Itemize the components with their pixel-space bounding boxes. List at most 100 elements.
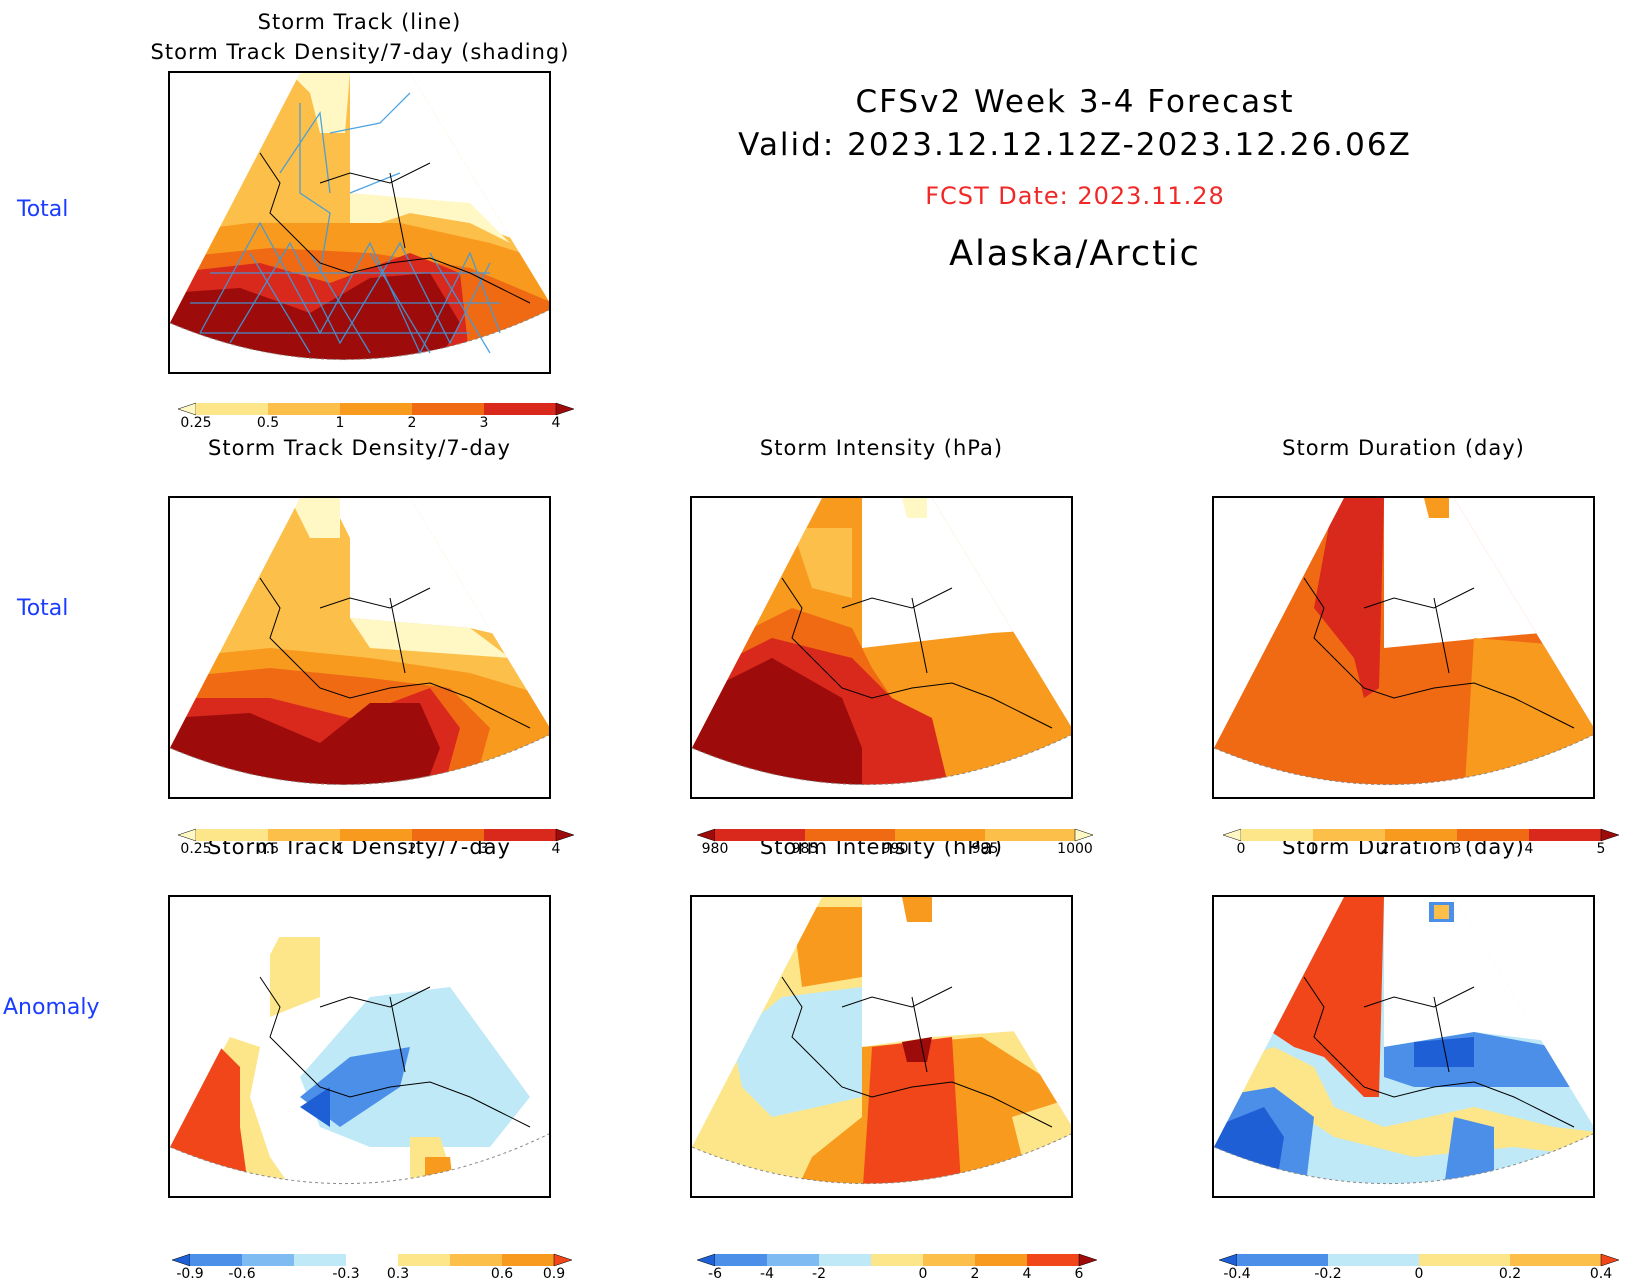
colorbar-high-end <box>555 828 575 842</box>
colorbar-swatch <box>805 829 896 841</box>
colorbar-low-end <box>1222 828 1242 842</box>
colorbar-density-total: 0.25 0.5 1 2 3 4 <box>177 828 575 859</box>
colorbar-swatch <box>242 1254 295 1266</box>
colorbar-tick-label: -0.4 <box>1223 1266 1251 1282</box>
colorbar-swatches <box>1222 828 1620 842</box>
row-label-top: Total <box>17 197 69 222</box>
colorbar-tick-label: 4 <box>1524 841 1534 857</box>
colorbar-high-end <box>553 1253 573 1267</box>
duration-anom-map <box>1212 895 1595 1198</box>
colorbar-swatches <box>171 1253 573 1267</box>
density-anom-map-svg <box>170 897 549 1185</box>
colorbar-swatch <box>1510 1254 1602 1266</box>
colorbar-tick-label: 1 <box>335 841 345 857</box>
colorbar-tick-label: 0 <box>918 1266 928 1282</box>
colorbar-swatch <box>1419 1254 1511 1266</box>
colorbar-low-end <box>171 1253 191 1267</box>
colorbar-tick-label: 0.3 <box>386 1266 410 1282</box>
colorbar-tick-label: -6 <box>708 1266 722 1282</box>
colorbar-tick-label: 2 <box>407 415 417 431</box>
colorbar-swatch <box>985 829 1076 841</box>
colorbar-swatch <box>340 403 413 415</box>
colorbar-low-end <box>696 828 716 842</box>
colorbar-tick-label: 0.25 <box>180 415 212 431</box>
colorbar-swatch <box>1241 829 1314 841</box>
intensity-total-title: Storm Intensity (hPa) <box>759 436 1004 460</box>
colorbar-tick-label: 1 <box>1308 841 1318 857</box>
colorbar-swatch <box>484 829 557 841</box>
colorbar-swatch <box>895 829 986 841</box>
colorbar-swatch <box>196 829 269 841</box>
row-label-middle: Total <box>17 596 69 621</box>
colorbar-tick-label: 995 <box>971 841 999 857</box>
colorbar-tick-label: 990 <box>881 841 909 857</box>
colorbar-tick-label: 0.9 <box>542 1266 566 1282</box>
forecast-title: CFSv2 Week 3-4 Forecast <box>855 84 1295 120</box>
colorbar-tick-label: 0.5 <box>256 841 280 857</box>
intensity-total-map-svg <box>692 498 1071 786</box>
colorbar-swatch <box>1385 829 1458 841</box>
colorbar-tick-label: 980 <box>701 841 729 857</box>
colorbar-tick-label: 0.2 <box>1498 1266 1522 1282</box>
colorbar-tick-label: 2 <box>970 1266 980 1282</box>
colorbar-intensity-anom: -6 -4 -2 0 2 4 6 <box>696 1253 1098 1284</box>
colorbar-tick-label: 0.25 <box>180 841 212 857</box>
colorbar-duration-total: 0 1 2 3 4 5 <box>1222 828 1620 859</box>
colorbar-density-anom: -0.9 -0.6 -0.3 0.3 0.6 0.9 <box>171 1253 573 1284</box>
colorbar-swatch <box>923 1254 976 1266</box>
colorbar-swatch <box>819 1254 872 1266</box>
duration-anom-map-svg <box>1214 897 1593 1185</box>
top-panel-title-line1: Storm Track (line) <box>257 10 462 34</box>
intensity-anom-map-svg <box>692 897 1071 1185</box>
colorbar-swatch <box>715 1254 768 1266</box>
colorbar-swatch <box>412 829 485 841</box>
colorbar-tick-label: 985 <box>791 841 819 857</box>
region-title: Alaska/Arctic <box>949 234 1201 274</box>
colorbar-tick-label: 3 <box>1452 841 1462 857</box>
colorbar-tick-label: 1000 <box>1057 841 1093 857</box>
colorbar-swatch <box>715 829 806 841</box>
colorbar-tick-label: 0.6 <box>490 1266 514 1282</box>
colorbar-tick-label: 6 <box>1074 1266 1084 1282</box>
duration-total-map <box>1212 496 1595 799</box>
colorbar-high-end <box>555 402 575 416</box>
colorbar-high-end <box>1600 1253 1620 1267</box>
colorbar-tick-label: -0.2 <box>1314 1266 1342 1282</box>
colorbar-swatch <box>196 403 269 415</box>
colorbar-swatch <box>484 403 557 415</box>
intensity-total-map <box>690 496 1073 799</box>
colorbar-tick-label: -2 <box>812 1266 826 1282</box>
colorbar-swatch <box>450 1254 503 1266</box>
density-total-title: Storm Track Density/7-day <box>208 436 511 460</box>
colorbar-swatch <box>268 403 341 415</box>
colorbar-tick-label: -4 <box>760 1266 774 1282</box>
density-anom-map <box>168 895 551 1198</box>
colorbar-low-end <box>1218 1253 1238 1267</box>
colorbar-swatch <box>398 1254 451 1266</box>
colorbar-swatch <box>190 1254 243 1266</box>
colorbar-low-end <box>177 828 197 842</box>
colorbar-swatch <box>268 829 341 841</box>
forecast-date: FCST Date: 2023.11.28 <box>925 182 1225 210</box>
colorbar-swatch <box>1457 829 1530 841</box>
colorbar-swatch <box>294 1254 347 1266</box>
top-panel-title-line2: Storm Track Density/7-day (shading) <box>150 40 570 64</box>
colorbar-swatch <box>346 1254 399 1266</box>
colorbar-tick-label: 2 <box>1380 841 1390 857</box>
density-total-map-svg <box>170 498 549 786</box>
colorbar-swatch <box>1529 829 1602 841</box>
colorbar-swatch <box>1237 1254 1329 1266</box>
colorbar-swatch <box>1027 1254 1080 1266</box>
colorbar-tick-label: 0.5 <box>256 415 280 431</box>
colorbar-tick-label: 4 <box>551 841 561 857</box>
colorbar-high-end <box>1074 828 1094 842</box>
colorbar-tick-label: 4 <box>1022 1266 1032 1282</box>
colorbar-high-end <box>1600 828 1620 842</box>
colorbar-swatch <box>412 403 485 415</box>
colorbar-swatch <box>767 1254 820 1266</box>
colorbar-swatches <box>696 828 1094 842</box>
colorbar-tick-label: 0 <box>1236 841 1246 857</box>
coastline <box>259 152 531 304</box>
duration-total-title: Storm Duration (day) <box>1282 436 1525 460</box>
colorbar-tick-label: 0 <box>1414 1266 1424 1282</box>
